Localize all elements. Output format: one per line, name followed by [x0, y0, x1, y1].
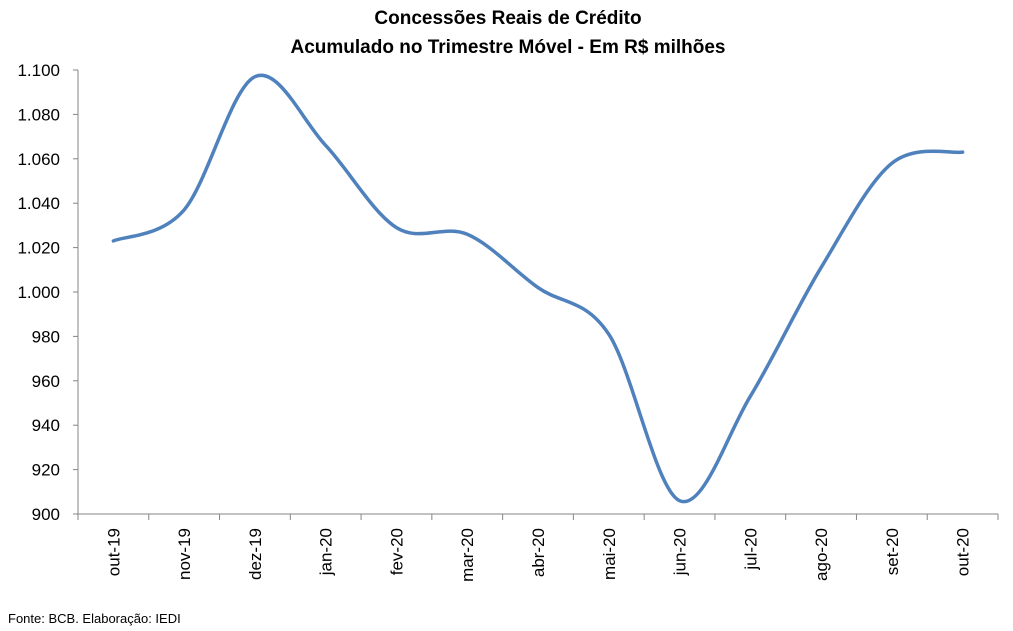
axes [77, 70, 998, 515]
y-tick-label: 1.100 [17, 61, 60, 80]
x-tick-label: out-20 [954, 528, 973, 576]
y-tick-label: 940 [32, 416, 60, 435]
x-tick-label: nov-19 [175, 528, 194, 580]
x-tick-label: mai-20 [600, 528, 619, 580]
x-tick-label: jul-20 [741, 528, 760, 571]
chart-title: Concessões Reais de Crédito [374, 8, 641, 29]
chart-subtitle: Acumulado no Trimestre Móvel - Em R$ mil… [291, 37, 726, 58]
x-tick-label: out-19 [104, 528, 123, 576]
y-axis-ticks: 900 920 940 960 980 1.000 1.020 1.040 1.060 1.080… [17, 61, 78, 524]
x-tick-label: fev-20 [387, 528, 406, 575]
series-line [111, 73, 965, 504]
x-tick-label: mar-20 [458, 528, 477, 582]
y-tick-label: 920 [32, 461, 60, 480]
y-tick-label: 900 [32, 505, 60, 524]
y-tick-label: 1.060 [17, 150, 60, 169]
x-tick-label: abr-20 [529, 528, 548, 577]
x-tick-label: dez-19 [246, 528, 265, 580]
x-tick-label: jan-20 [317, 528, 336, 576]
y-tick-label: 960 [32, 372, 60, 391]
source-note: Fonte: BCB. Elaboração: IEDI [8, 611, 181, 626]
x-tick-label: jun-20 [671, 528, 690, 576]
x-tick-label: set-20 [883, 528, 902, 575]
y-tick-label: 1.080 [17, 105, 60, 124]
x-tick-label: ago-20 [812, 528, 831, 581]
y-tick-label: 980 [32, 327, 60, 346]
y-tick-label: 1.040 [17, 194, 60, 213]
y-tick-label: 1.020 [17, 239, 60, 258]
x-axis-ticks: out-19 nov-19 dez-19 jan-20 fev-20 mar-20 abr-… [77, 514, 999, 582]
y-tick-label: 1.000 [17, 283, 60, 302]
